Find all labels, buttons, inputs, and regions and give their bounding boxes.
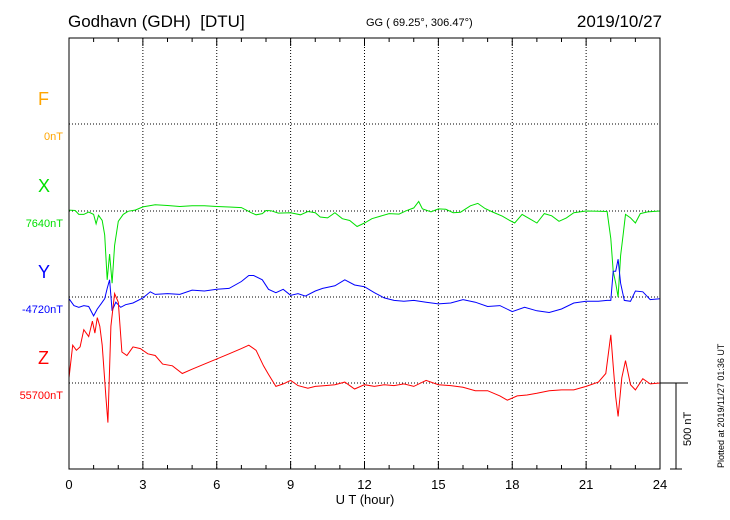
x-tick-label: 18	[505, 477, 519, 492]
plot-date: 2019/10/27	[576, 12, 662, 31]
component-x-baseline: 7640nT	[25, 218, 63, 230]
axis-ticks: 0 3 6 9 12 15 18 21 24	[65, 38, 667, 492]
x-tick-label: 9	[287, 477, 294, 492]
x-tick-label: 12	[357, 477, 371, 492]
x-tick-label: 24	[653, 477, 667, 492]
station-title: Godhavn (GDH) [DTU]	[68, 12, 245, 32]
station-name: Godhavn (GDH)	[68, 12, 191, 31]
component-z-label: Z	[38, 348, 49, 368]
x-tick-label: 15	[431, 477, 445, 492]
series-lines	[68, 200, 661, 423]
x-tick-label: 0	[65, 477, 72, 492]
component-f-baseline: 0nT	[44, 131, 63, 143]
series-line-x	[68, 200, 661, 298]
grid	[69, 38, 660, 469]
scale-bar-label: 500 nT	[682, 411, 694, 446]
x-tick-label: 6	[213, 477, 220, 492]
x-tick-label: 3	[139, 477, 146, 492]
series-line-y	[68, 259, 661, 317]
x-axis-title: U T (hour)	[335, 492, 395, 507]
plotted-timestamp: Plotted at 2019/11/27 01:36 UT	[716, 343, 726, 468]
scale-bar	[660, 382, 688, 470]
station-coordinates: GG ( 69.25°, 306.47°)	[366, 17, 473, 29]
component-x-label: X	[38, 176, 51, 196]
institute-name: [DTU]	[200, 12, 245, 31]
series-line-z	[68, 291, 661, 423]
component-f-label: F	[38, 89, 49, 109]
component-z-baseline: 55700nT	[19, 390, 63, 402]
component-y-label: Y	[38, 262, 51, 282]
component-y-baseline: -4720nT	[22, 304, 63, 316]
x-tick-label: 21	[579, 477, 593, 492]
